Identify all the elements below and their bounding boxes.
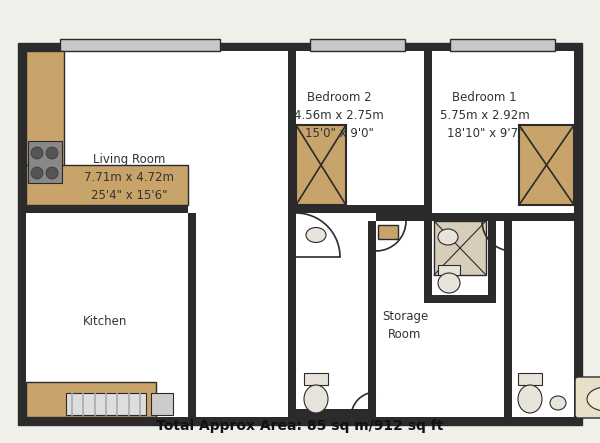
Bar bbox=[368, 221, 376, 417]
Bar bbox=[288, 51, 296, 417]
Text: Kitchen: Kitchen bbox=[83, 315, 127, 328]
Circle shape bbox=[31, 147, 43, 159]
Bar bbox=[28, 141, 62, 183]
Bar bbox=[26, 51, 64, 205]
Bar bbox=[424, 51, 432, 213]
Bar bbox=[310, 39, 405, 51]
Bar bbox=[18, 43, 582, 425]
Bar bbox=[518, 373, 542, 385]
Bar bbox=[26, 205, 188, 213]
Bar bbox=[26, 51, 574, 417]
Bar bbox=[188, 213, 196, 417]
Ellipse shape bbox=[438, 229, 458, 245]
Bar bbox=[288, 205, 424, 213]
Circle shape bbox=[46, 167, 58, 179]
Ellipse shape bbox=[550, 396, 566, 410]
Ellipse shape bbox=[518, 385, 542, 413]
Bar bbox=[304, 373, 328, 385]
Bar bbox=[432, 213, 488, 295]
Bar bbox=[434, 221, 486, 275]
Bar bbox=[504, 213, 574, 221]
Bar bbox=[288, 409, 376, 417]
Bar bbox=[519, 125, 574, 205]
Ellipse shape bbox=[587, 387, 600, 411]
Bar bbox=[376, 213, 512, 221]
Bar bbox=[26, 382, 156, 417]
Bar bbox=[424, 213, 496, 303]
Circle shape bbox=[46, 147, 58, 159]
Bar bbox=[151, 393, 173, 415]
Text: Storage
Room: Storage Room bbox=[382, 310, 428, 341]
Bar bbox=[504, 221, 512, 417]
Bar bbox=[450, 39, 555, 51]
Bar bbox=[296, 125, 346, 205]
FancyBboxPatch shape bbox=[575, 377, 600, 418]
Ellipse shape bbox=[304, 385, 328, 413]
Text: Living Room
7.71m x 4.72m
25'4" x 15'6": Living Room 7.71m x 4.72m 25'4" x 15'6" bbox=[84, 153, 174, 202]
Bar bbox=[60, 39, 220, 51]
Bar bbox=[378, 225, 398, 239]
Bar bbox=[438, 265, 460, 275]
Bar bbox=[66, 393, 146, 415]
Text: Bedroom 2
4.56m x 2.75m
15'0" x 9'0": Bedroom 2 4.56m x 2.75m 15'0" x 9'0" bbox=[294, 91, 384, 140]
Ellipse shape bbox=[438, 273, 460, 293]
Text: Bedroom 1
5.75m x 2.92m
18'10" x 9'7": Bedroom 1 5.75m x 2.92m 18'10" x 9'7" bbox=[440, 91, 530, 140]
Bar bbox=[288, 265, 296, 417]
Bar bbox=[288, 51, 296, 213]
Text: Total Approx Area: 85 sq m/912 sq ft: Total Approx Area: 85 sq m/912 sq ft bbox=[157, 419, 443, 433]
Bar bbox=[26, 165, 188, 205]
Ellipse shape bbox=[306, 228, 326, 242]
Circle shape bbox=[31, 167, 43, 179]
